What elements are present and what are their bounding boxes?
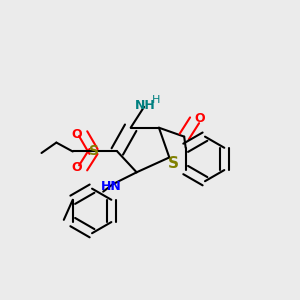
Text: O: O	[195, 112, 205, 125]
Text: NH: NH	[135, 99, 156, 112]
Text: O: O	[71, 161, 82, 174]
Text: H: H	[152, 95, 161, 105]
Text: S: S	[88, 145, 98, 158]
Text: HN: HN	[101, 180, 122, 193]
Text: O: O	[71, 128, 82, 141]
Text: S: S	[168, 157, 179, 172]
